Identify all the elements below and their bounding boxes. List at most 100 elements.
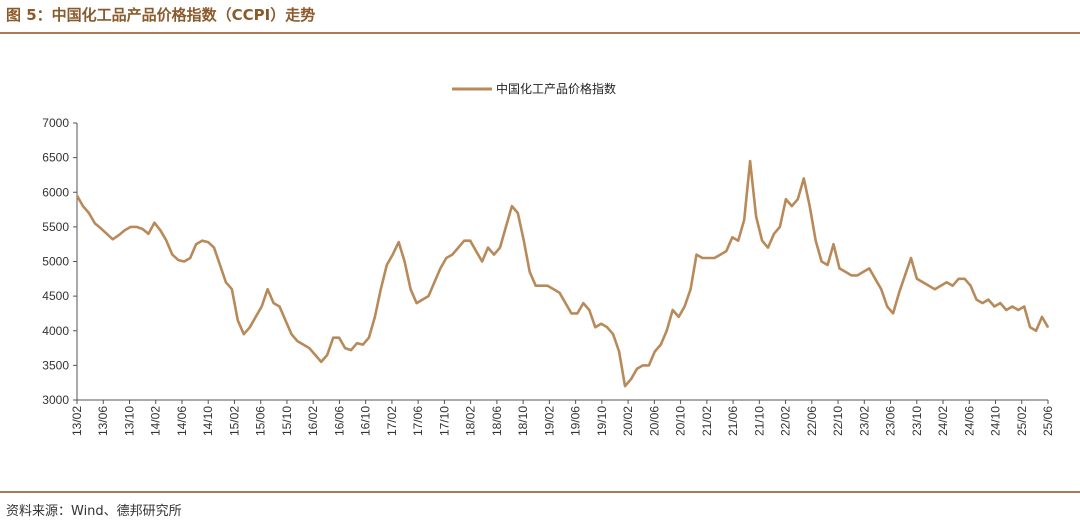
data-point — [767, 247, 769, 249]
data-point — [701, 257, 704, 259]
data-point — [320, 361, 322, 363]
y-tick-label: 5000 — [42, 255, 69, 269]
data-point — [922, 281, 924, 283]
x-tick-label: 13/10 — [122, 406, 136, 436]
x-tick-label: 13/02 — [70, 406, 84, 436]
x-axis: 13/02 13/06 13/10 14/02 14/06 14/10 15/02 15/06… — [70, 399, 1055, 436]
x-tick-label: 15/06 — [254, 406, 268, 436]
data-point — [278, 305, 281, 308]
x-tick-label: 24/10 — [989, 406, 1003, 436]
data-point — [332, 337, 334, 339]
x-tick-label: 24/02 — [936, 406, 950, 436]
x-tick-label: 14/10 — [201, 406, 215, 436]
data-point — [731, 236, 733, 238]
data-point — [433, 281, 435, 283]
y-tick-label: 4000 — [42, 324, 69, 338]
data-point — [1035, 330, 1037, 332]
y-tick-label: 6000 — [42, 185, 69, 199]
data-point — [588, 309, 590, 311]
data-point — [755, 215, 757, 218]
data-point — [481, 260, 483, 263]
data-point — [564, 302, 567, 304]
data-point — [981, 302, 984, 304]
data-point — [153, 222, 155, 224]
x-tick-label: 23/10 — [910, 406, 924, 436]
data-point — [94, 222, 96, 224]
data-point — [970, 285, 972, 287]
data-point — [648, 364, 650, 366]
data-point — [975, 299, 978, 301]
data-point — [832, 243, 835, 245]
x-tick-label: 20/06 — [647, 406, 661, 436]
data-point — [761, 240, 763, 242]
data-point — [249, 326, 251, 328]
data-point — [773, 233, 775, 235]
data-point — [463, 240, 465, 242]
x-tick-label: 17/06 — [411, 406, 425, 436]
x-tick-label: 15/02 — [227, 406, 241, 436]
data-point — [827, 264, 829, 266]
x-tick-label: 22/06 — [805, 406, 819, 436]
x-tick-label: 19/02 — [542, 406, 556, 436]
data-point — [1017, 309, 1019, 311]
data-point — [695, 254, 698, 256]
data-point — [880, 288, 882, 290]
data-point — [237, 319, 239, 321]
series-line-ccpi — [75, 159, 1050, 388]
data-point — [803, 177, 805, 179]
data-point — [999, 302, 1001, 304]
data-point — [898, 292, 900, 294]
data-point — [451, 254, 453, 256]
y-tick-label: 5500 — [42, 220, 69, 234]
data-point — [952, 285, 954, 287]
data-point — [737, 240, 739, 242]
data-point — [445, 257, 447, 259]
data-point — [398, 241, 400, 243]
x-tick-label: 18/10 — [516, 406, 530, 436]
data-point — [1029, 326, 1031, 328]
x-tick-label: 16/10 — [359, 406, 373, 436]
data-point — [177, 259, 179, 261]
data-point — [672, 309, 674, 311]
data-point — [130, 226, 132, 228]
data-point — [654, 350, 656, 353]
data-point — [410, 288, 412, 290]
data-point — [1023, 305, 1025, 308]
data-point — [1005, 309, 1007, 311]
x-tick-label: 17/02 — [385, 406, 399, 436]
data-point — [88, 212, 90, 214]
data-point — [136, 226, 138, 228]
data-point — [356, 342, 358, 344]
data-point — [147, 233, 150, 235]
data-point — [743, 219, 745, 221]
data-point — [267, 288, 269, 290]
data-point — [195, 243, 197, 245]
data-point — [660, 344, 662, 346]
x-tick-label: 20/10 — [674, 406, 688, 436]
data-point — [344, 347, 346, 349]
data-point — [547, 285, 549, 287]
data-point — [284, 319, 287, 321]
legend-label: 中国化工产品价格指数 — [496, 81, 616, 96]
x-tick-label: 17/10 — [437, 406, 451, 436]
top-rule — [0, 32, 1080, 34]
data-point — [618, 350, 620, 353]
data-point — [541, 285, 543, 287]
data-point — [517, 212, 519, 214]
data-point — [386, 264, 388, 266]
x-tick-label: 16/06 — [332, 406, 346, 436]
data-point — [684, 305, 686, 308]
y-tick-label: 7000 — [42, 116, 69, 130]
data-point — [290, 333, 293, 335]
data-point — [558, 292, 561, 294]
data-point — [493, 254, 495, 256]
data-point — [302, 344, 304, 346]
data-point — [82, 205, 84, 207]
data-point — [815, 240, 817, 242]
x-tick-label: 25/02 — [1015, 406, 1029, 436]
data-point — [374, 316, 376, 318]
data-point — [261, 305, 263, 308]
data-point — [844, 271, 847, 273]
data-point — [183, 260, 185, 263]
